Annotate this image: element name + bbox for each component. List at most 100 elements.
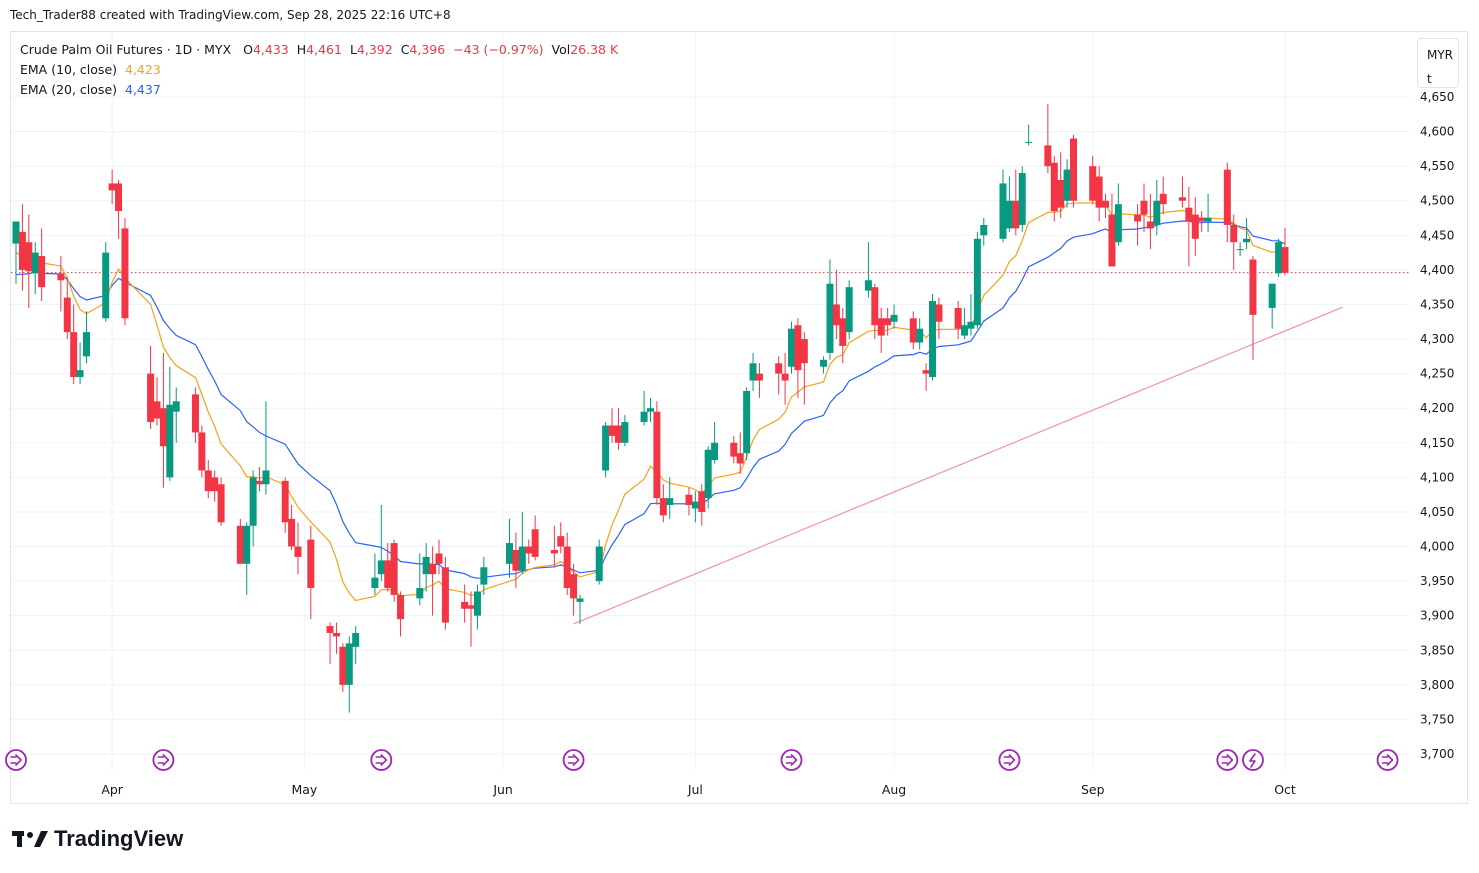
candle xyxy=(647,397,654,423)
candle xyxy=(121,218,129,326)
candle-body xyxy=(1050,162,1058,212)
candle xyxy=(217,477,225,526)
candle xyxy=(108,169,116,205)
candle-body xyxy=(781,373,789,381)
event-circle xyxy=(998,749,1021,771)
candle-body xyxy=(76,370,84,378)
candle-body xyxy=(1140,200,1148,215)
candle xyxy=(602,422,610,478)
candle xyxy=(576,594,584,624)
event-arrow xyxy=(1381,754,1394,766)
candle xyxy=(909,311,917,350)
candle xyxy=(563,532,571,595)
low-value: 4,392 xyxy=(356,42,393,57)
candle-body xyxy=(864,280,872,291)
candle xyxy=(1159,176,1167,215)
candle-body xyxy=(826,283,834,353)
candle-body xyxy=(422,556,430,575)
candle-body xyxy=(1146,221,1154,229)
price-tick-label: 4,450 xyxy=(1420,228,1454,242)
currency-unit-button[interactable]: MYR t xyxy=(1417,38,1459,88)
candle xyxy=(1012,169,1020,236)
candle-body xyxy=(294,546,302,557)
candle-body xyxy=(730,442,738,457)
candle xyxy=(743,387,751,461)
candle xyxy=(1140,183,1148,232)
candle xyxy=(666,477,674,519)
price-tick-label: 4,300 xyxy=(1420,332,1454,346)
candle xyxy=(1025,124,1033,146)
time-tick-label: May xyxy=(291,782,317,797)
candle-body xyxy=(621,422,629,443)
event-arrow xyxy=(1003,754,1016,766)
candle xyxy=(249,470,257,547)
event-arrow-icon xyxy=(1216,749,1239,771)
candle-body xyxy=(698,491,706,512)
event-arrow xyxy=(1221,754,1234,766)
candle xyxy=(1243,218,1251,250)
candle xyxy=(63,276,71,340)
candle xyxy=(1063,159,1071,208)
candle-body xyxy=(243,525,251,564)
candle-body xyxy=(871,287,879,326)
candle xyxy=(1102,193,1110,219)
candle-body xyxy=(18,231,26,270)
candle xyxy=(614,408,622,450)
event-circle xyxy=(5,749,27,771)
candle-body xyxy=(788,328,795,367)
event-circle xyxy=(152,749,175,771)
candle xyxy=(1153,179,1161,236)
candle-body xyxy=(166,404,174,478)
price-tick-label: 4,050 xyxy=(1420,505,1454,519)
event-arrow xyxy=(375,754,388,766)
candle xyxy=(922,363,930,391)
candle xyxy=(1095,166,1103,222)
candle xyxy=(755,363,763,398)
candle xyxy=(18,204,26,291)
candle xyxy=(570,563,578,616)
candle-body xyxy=(480,567,488,585)
candle xyxy=(288,505,296,550)
candle-body xyxy=(832,304,840,326)
candle-body xyxy=(525,546,533,554)
candle-body xyxy=(1191,214,1199,239)
trendline-segment xyxy=(573,306,1343,625)
volume-value: 26.38 K xyxy=(570,42,619,57)
close-label: C xyxy=(400,42,410,57)
event-circle xyxy=(1242,749,1264,771)
tradingview-logo-icon xyxy=(12,831,48,847)
candle-body xyxy=(159,408,167,447)
candle-body xyxy=(576,598,584,602)
candle-body xyxy=(1204,218,1212,222)
candle-body xyxy=(204,470,212,492)
candle-body xyxy=(922,370,930,374)
event-arrow xyxy=(10,754,22,766)
symbol-title[interactable]: Crude Palm Oil Futures · 1D · MYX xyxy=(20,42,232,57)
candle-body xyxy=(172,401,180,412)
candle-body xyxy=(999,183,1007,239)
candle-body xyxy=(441,567,449,623)
time-tick-label: Jun xyxy=(492,782,513,797)
candle xyxy=(1275,238,1283,277)
time-axis: Apr May Jun Jul Aug Sep Oct xyxy=(101,782,1296,797)
candle-body xyxy=(70,332,78,378)
price-tick-label: 3,950 xyxy=(1420,574,1454,588)
candle-body xyxy=(890,314,898,322)
candle-body xyxy=(1243,238,1251,243)
candle xyxy=(1089,155,1097,205)
candle xyxy=(294,522,302,575)
ohlc-row: Crude Palm Oil Futures · 1D · MYX O4,433… xyxy=(20,40,618,60)
candle xyxy=(1134,204,1142,246)
candle xyxy=(691,491,699,523)
ema20-row[interactable]: EMA (20, close) 4,437 xyxy=(20,80,618,100)
candle-body xyxy=(653,411,661,499)
candle xyxy=(775,356,783,395)
candle-body xyxy=(666,498,674,506)
time-tick-label: Sep xyxy=(1081,782,1105,797)
candle xyxy=(794,318,802,398)
candle xyxy=(70,304,78,385)
ema10-row[interactable]: EMA (10, close) 4,423 xyxy=(20,60,618,80)
candle-body xyxy=(884,318,892,326)
candle xyxy=(166,366,174,481)
